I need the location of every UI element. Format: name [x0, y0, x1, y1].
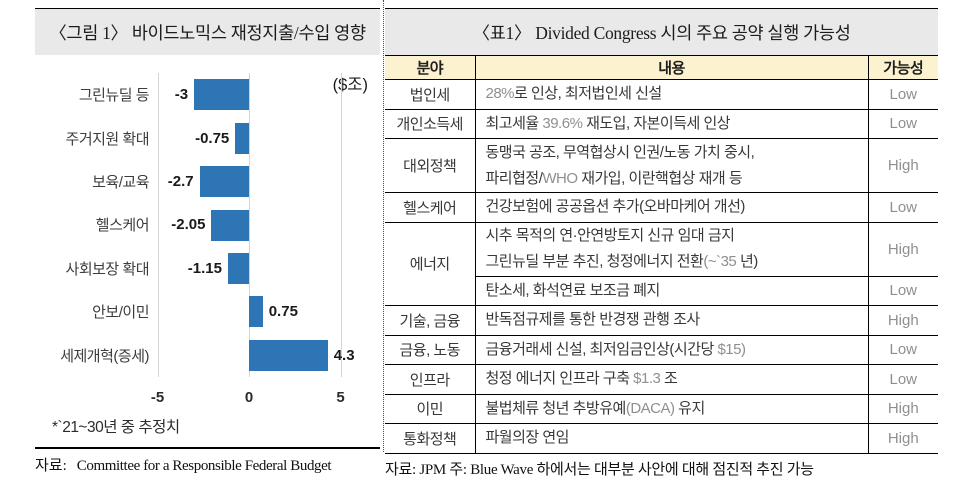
- latin-text: (DACA): [625, 399, 675, 417]
- pledge-table: 분야 내용 가능성 법인세 28%로 인상, 최저법인세 신설 Low 개인소득세 최고…: [385, 55, 938, 454]
- likelihood-cell: Low: [868, 109, 938, 139]
- x-axis-tick-label: 0: [244, 389, 254, 406]
- table-row: 기술, 금융 반독점규제를 통한 반경쟁 관행 조사 High: [385, 305, 938, 336]
- bar: [249, 296, 263, 328]
- category-label: 그린뉴딜 등: [78, 87, 150, 105]
- likelihood-cell: High: [868, 138, 938, 193]
- table-row: 법인세 28%로 인상, 최저법인세 신설 Low: [385, 79, 938, 110]
- table-source: 자료: JPM 주: Blue Wave 하에서는 대부분 사안에 대해 점진적…: [385, 461, 814, 478]
- value-label: -3: [174, 86, 189, 104]
- x-axis-tick-label: -5: [150, 389, 165, 406]
- bar: [194, 79, 249, 111]
- table-header-row: 분야 내용 가능성: [385, 55, 938, 80]
- value-label: 0.75: [268, 303, 298, 321]
- likelihood-cell: Low: [868, 364, 938, 395]
- category-cell: 에너지: [385, 222, 475, 306]
- value-label: -2.7: [167, 173, 194, 191]
- gridline: [340, 73, 342, 377]
- content-cell: 탄소세, 화석연료 보조금 폐지: [474, 276, 869, 306]
- figure-bottom-rule: [35, 447, 380, 449]
- figure-source: 자료: Committee for a Responsible Federal B…: [35, 454, 395, 475]
- category-cell: 이민: [385, 394, 475, 424]
- column-header-content: 내용: [474, 55, 869, 80]
- category-cell: 기술, 금융: [385, 305, 475, 336]
- category-label: 안보/이민: [92, 304, 149, 322]
- category-cell: 헬스케어: [385, 192, 475, 223]
- bar: [235, 122, 249, 154]
- table-panel: 〈표1〉 Divided Congress 시의 주요 공약 실행 가능성 분야…: [385, 8, 938, 479]
- bar: [227, 252, 249, 284]
- bar-chart: ($조) -5 0 5 그린뉴딜 등 -3 주거지원 확대 -0.75 보육/교육 -2.7 헬스…: [35, 8, 380, 448]
- content-cell: 건강보험에 공공옵션 추가(오바마케어 개선): [474, 192, 869, 223]
- bar: [249, 339, 328, 371]
- table-row: 대외정책 동맹국 공조, 무역협상시 인권/노동 가치 중시, 파리협정/WHO 재…: [385, 138, 938, 193]
- bar: [199, 166, 249, 198]
- figure-panel: 〈그림 1〉 바이드노믹스 재정지출/수입 영향 ($조) -5 0 5 그린뉴딜 등…: [35, 8, 380, 478]
- content-cell: 최고세율 39.6% 재도입, 자본이득세 인상: [474, 109, 869, 139]
- table-row: 금융, 노동 금융거래세 신설, 최저임금인상(시간당 $15) Low: [385, 335, 938, 365]
- content-cell: 반독점규제를 통한 반경쟁 관행 조사: [474, 305, 869, 336]
- figure-footnote: *`21~30년 중 추정치: [52, 419, 180, 436]
- likelihood-cell: Low: [868, 335, 938, 365]
- likelihood-cell: High: [868, 305, 938, 336]
- chart-unit-label: ($조): [332, 76, 368, 94]
- category-cell: 법인세: [385, 79, 475, 110]
- likelihood-cell: Low: [868, 192, 938, 223]
- content-cell: 시추 목적의 연·안연방토지 신규 임대 금지 그린뉴딜 부분 추진, 청정에너지…: [474, 222, 869, 277]
- value-label: -0.75: [195, 129, 230, 147]
- column-header-category: 분야: [385, 55, 475, 80]
- table-row: 개인소득세 최고세율 39.6% 재도입, 자본이득세 인상 Low: [385, 109, 938, 139]
- likelihood-cell: Low: [868, 276, 938, 306]
- table-row: 인프라 청정 에너지 인프라 구축 $1.3 조 Low: [385, 364, 938, 395]
- figure-source-text: Committee for a Responsible Federal Budg…: [76, 458, 332, 474]
- bar: [211, 209, 249, 241]
- category-label: 세제개혁(증세): [60, 347, 149, 365]
- figure-title: 〈그림 1〉 바이드노믹스 재정지출/수입 영향: [35, 8, 380, 55]
- category-label: 주거지원 확대: [65, 130, 150, 148]
- content-cell: 파월의장 연임: [474, 423, 869, 454]
- latin-text: 28%: [485, 85, 515, 103]
- content-cell: 불법체류 청년 추방유예(DACA) 유지: [474, 394, 869, 424]
- x-axis-tick-label: 5: [336, 389, 345, 406]
- table-title: 〈표1〉 Divided Congress 시의 주요 공약 실행 가능성: [385, 8, 938, 55]
- table-row: 에너지 시추 목적의 연·안연방토지 신규 임대 금지 그린뉴딜 부분 추진, 청정…: [385, 222, 938, 306]
- column-header-likelihood: 가능성: [868, 55, 938, 80]
- category-cell: 인프라: [385, 364, 475, 395]
- content-cell: 금융거래세 신설, 최저임금인상(시간당 $15): [474, 335, 869, 365]
- table-row: 이민 불법체류 청년 추방유예(DACA) 유지 High: [385, 394, 938, 424]
- value-label: -2.05: [171, 216, 206, 234]
- category-label: 보육/교육: [92, 174, 149, 192]
- likelihood-cell: High: [868, 423, 938, 454]
- latin-text: WHO: [542, 169, 582, 187]
- figure-source-prefix: 자료:: [35, 458, 67, 474]
- category-cell: 통화정책: [385, 423, 475, 454]
- likelihood-cell: Low: [868, 79, 938, 110]
- content-cell: 청정 에너지 인프라 구축 $1.3 조: [474, 364, 869, 395]
- gridline: [249, 73, 250, 377]
- table-row: 통화정책 파월의장 연임 High: [385, 423, 938, 454]
- latin-text: $1.3: [633, 370, 665, 388]
- category-label: 사회보장 확대: [65, 260, 150, 278]
- content-cell: 동맹국 공조, 무역협상시 인권/노동 가치 중시, 파리협정/WHO 재가입, …: [474, 138, 869, 193]
- content-cell: 28%로 인상, 최저법인세 신설: [474, 79, 869, 110]
- latin-text: $15): [717, 340, 746, 358]
- likelihood-cell: High: [868, 394, 938, 424]
- likelihood-cell: High: [868, 222, 938, 277]
- category-cell: 금융, 노동: [385, 335, 475, 365]
- value-label: -1.15: [187, 259, 222, 277]
- panel-divider: [383, 0, 384, 452]
- gridline: [157, 73, 159, 377]
- table-row: 헬스케어 건강보험에 공공옵션 추가(오바마케어 개선) Low: [385, 192, 938, 223]
- value-label: 4.3: [333, 346, 355, 364]
- latin-text: (~`35: [703, 253, 740, 270]
- category-cell: 개인소득세: [385, 109, 475, 139]
- table-row: 탄소세, 화석연료 보조금 폐지 Low: [385, 276, 938, 306]
- category-label: 헬스케어: [95, 217, 150, 235]
- category-cell: 대외정책: [385, 138, 475, 193]
- latin-text: 39.6%: [542, 114, 587, 132]
